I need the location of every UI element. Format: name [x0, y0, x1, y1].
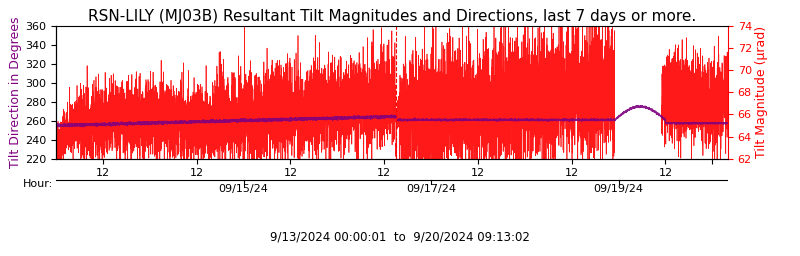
- Title: RSN-LILY (MJ03B) Resultant Tilt Magnitudes and Directions, last 7 days or more.: RSN-LILY (MJ03B) Resultant Tilt Magnitud…: [88, 9, 696, 24]
- Text: 09/15/24: 09/15/24: [218, 184, 269, 194]
- Text: 09/19/24: 09/19/24: [594, 184, 644, 194]
- Text: 09/17/24: 09/17/24: [406, 184, 456, 194]
- Text: Hour:: Hour:: [22, 179, 53, 189]
- Y-axis label: Tilt Magnitude (μrad): Tilt Magnitude (μrad): [754, 26, 768, 158]
- Y-axis label: Tilt Direction in Degrees: Tilt Direction in Degrees: [10, 16, 22, 168]
- Text: 9/13/2024 00:00:01  to  9/20/2024 09:13:02: 9/13/2024 00:00:01 to 9/20/2024 09:13:02: [270, 230, 530, 243]
